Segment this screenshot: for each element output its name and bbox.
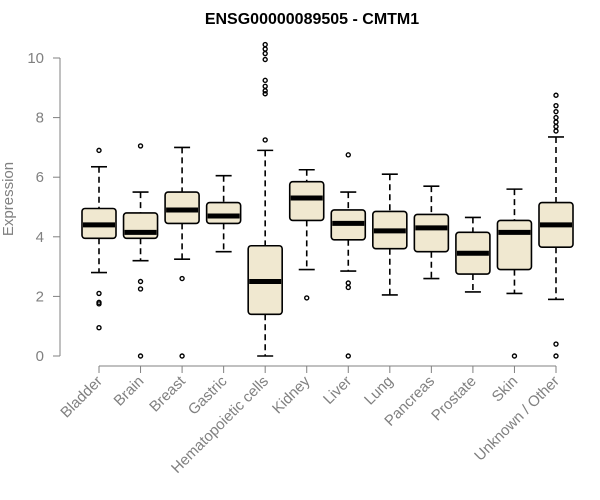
x-tick-label: Breast [146,372,189,415]
chart-title: ENSG00000089505 - CMTM1 [205,11,419,28]
box-unknown-other [538,92,574,359]
outlier-point [96,324,102,331]
x-tick-label: Liver [320,373,355,408]
outlier-point [262,56,268,63]
iqr-box [413,213,450,253]
box-lung [372,173,408,296]
x-tick-label: Prostate [428,373,480,425]
box-liver [330,152,367,359]
outlier-point [553,119,559,125]
box-prostate [455,216,491,293]
outlier-point [262,46,268,52]
outlier-point [137,286,144,292]
y-tick-label: 8 [36,110,44,127]
outlier-point [553,341,559,347]
outlier-point [553,123,559,130]
outlier-point [511,353,518,359]
outlier-point [304,295,310,301]
iqr-box [205,201,242,225]
outlier-point [179,353,185,359]
x-tick-label: Skin [489,373,522,406]
box-kidney [288,168,325,301]
outlier-point [262,77,268,84]
box-gastric [205,174,242,253]
outlier-point [345,284,351,291]
outlier-point [553,353,559,359]
outlier-point [137,143,144,149]
y-tick-label: 4 [36,229,44,246]
x-tick-label: Brain [111,373,148,410]
box-skin [496,188,533,359]
outlier-point [345,280,351,286]
iqr-box [288,180,325,222]
x-tick-label: Bladder [57,373,106,422]
outlier-point [262,137,268,143]
outlier-point [345,353,351,359]
y-tick-label: 0 [36,348,44,365]
outlier-point [262,41,268,48]
outlier-point [262,83,268,90]
outlier-point [553,92,559,98]
outlier-point [137,353,144,359]
box-breast [164,146,200,359]
outlier-point [345,152,351,158]
outlier-point [262,88,268,94]
y-axis-label: Expression [0,162,17,236]
outlier-point [553,114,559,121]
iqr-box [496,219,533,271]
y-tick-label: 10 [27,50,44,67]
box-brain [122,143,159,359]
outlier-point [179,275,185,282]
x-tick-label: Lung [361,373,397,409]
box-bladder [81,147,117,331]
y-tick-label: 2 [36,288,44,305]
outlier-point [553,128,559,134]
outlier-point [96,147,102,154]
outlier-point [553,108,559,115]
x-tick-label: Kidney [269,372,314,417]
outlier-point [96,301,102,307]
outlier-point [96,290,102,297]
boxes-group [81,41,574,359]
box-hematopoietic-cells [247,41,283,357]
box-pancreas [413,185,450,280]
y-axis: 0 2 4 6 8 10 [27,50,61,365]
y-tick-label: 6 [36,169,44,186]
outlier-point [262,50,268,57]
outlier-point [137,278,144,285]
outlier-point [553,102,559,109]
outlier-point [262,91,268,97]
